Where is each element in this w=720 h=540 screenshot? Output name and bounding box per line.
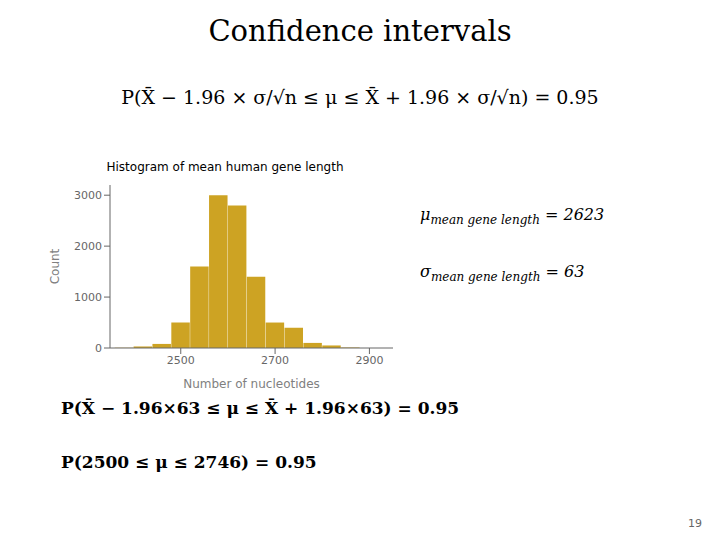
svg-text:2700: 2700 — [261, 354, 289, 367]
svg-text:3000: 3000 — [74, 189, 102, 202]
svg-text:2500: 2500 — [167, 354, 195, 367]
svg-text:Number of nucleotides: Number of nucleotides — [183, 377, 320, 391]
html-text:σmean gene length= 63: σmean gene length= 63 — [420, 262, 585, 285]
html-text:Histogram of mean human gene l: Histogram of mean human gene length — [106, 160, 344, 174]
html-text:P(X̄ − 1.96 × σ/√n ≤ μ ≤ X̄ +: P(X̄ − 1.96 × σ/√n ≤ μ ≤ X̄ + 1.96 × σ/√… — [121, 86, 599, 108]
html-text:19: 19 — [688, 517, 702, 530]
html-text:μmean gene length= 2623: μmean gene length= 2623 — [420, 205, 605, 228]
svg-text:Count: Count — [48, 248, 62, 284]
html-text:Confidence intervals: Confidence intervals — [208, 14, 512, 48]
html-text:P(X̄ − 1.96×63 ≤ μ ≤ X̄ + 1.96: P(X̄ − 1.96×63 ≤ μ ≤ X̄ + 1.96×63) = 0.9… — [61, 398, 460, 418]
svg-text:1000: 1000 — [74, 291, 102, 304]
svg-text:2900: 2900 — [355, 354, 383, 367]
html-text:P(2500 ≤ μ ≤ 2746) = 0.95: P(2500 ≤ μ ≤ 2746) = 0.95 — [61, 452, 317, 472]
svg-text:0: 0 — [95, 342, 102, 355]
svg-text:2000: 2000 — [74, 240, 102, 253]
